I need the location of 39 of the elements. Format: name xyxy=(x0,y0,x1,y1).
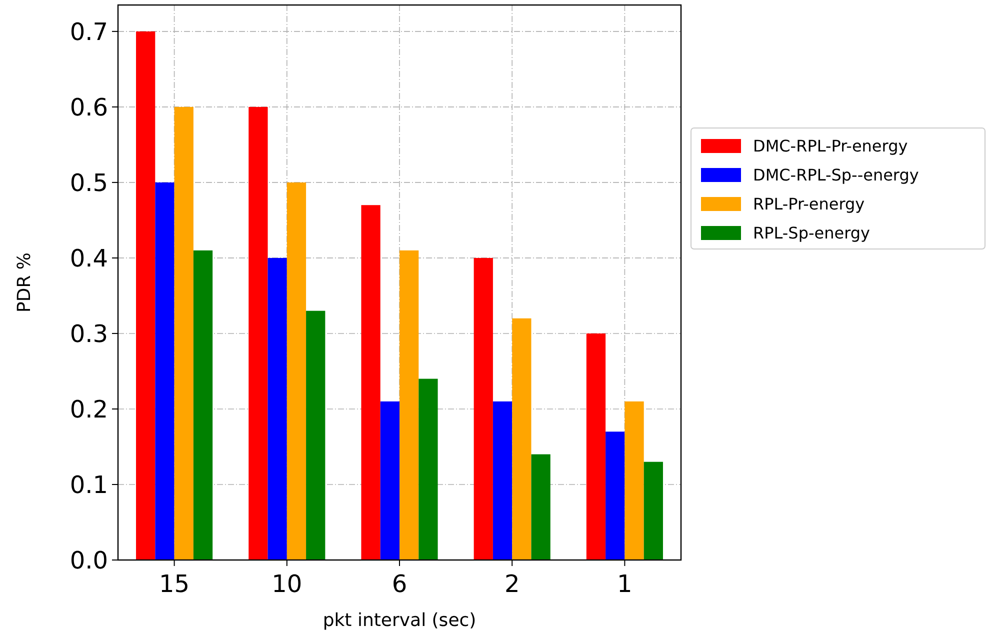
bar xyxy=(380,401,400,560)
y-tick-label: 0.4 xyxy=(70,244,108,272)
bar xyxy=(306,310,326,560)
bar xyxy=(174,106,194,560)
bar xyxy=(136,31,156,560)
y-tick-label: 0.0 xyxy=(70,546,108,574)
bar xyxy=(193,250,213,560)
x-axis-title: pkt interval (sec) xyxy=(322,610,476,631)
x-tick-label: 10 xyxy=(272,570,302,598)
bar xyxy=(400,250,419,560)
bar xyxy=(248,106,268,560)
x-tick-label: 6 xyxy=(392,570,408,598)
y-tick-label: 0.6 xyxy=(70,93,108,122)
y-tick-label: 0.5 xyxy=(70,168,108,197)
bar xyxy=(606,432,625,560)
bar xyxy=(492,401,512,560)
bar xyxy=(286,182,306,560)
y-tick-label: 0.1 xyxy=(70,470,108,499)
bar xyxy=(586,333,606,560)
bar xyxy=(268,258,287,560)
bar xyxy=(512,318,532,560)
bar xyxy=(531,454,550,560)
bar xyxy=(624,401,644,560)
bar xyxy=(474,258,493,560)
legend-label: DMC-RPL-Pr-energy xyxy=(753,136,908,156)
y-axis-title: PDR % xyxy=(14,252,35,313)
x-tick-label: 2 xyxy=(504,570,520,598)
bar xyxy=(418,378,438,560)
y-tick-label: 0.2 xyxy=(70,395,108,424)
y-tick-label: 0.3 xyxy=(70,320,108,348)
bar xyxy=(155,182,174,560)
legend-label: RPL-Pr-energy xyxy=(753,194,865,214)
y-tick-label: 0.7 xyxy=(70,18,108,46)
bar xyxy=(644,462,663,560)
x-tick-label: 15 xyxy=(159,570,190,598)
legend-label: DMC-RPL-Sp--energy xyxy=(753,166,919,185)
bar xyxy=(361,205,380,560)
x-tick-label: 1 xyxy=(617,570,632,598)
legend-label: RPL-Sp-energy xyxy=(753,224,870,243)
